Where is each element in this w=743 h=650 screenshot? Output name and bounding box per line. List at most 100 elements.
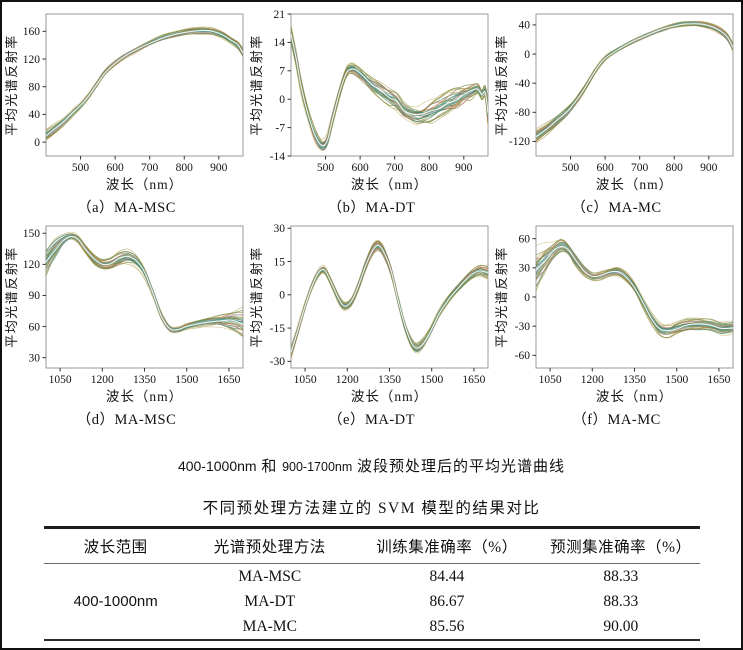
- chart-e-ma-dt: 1050 1200 1350 1500 1650 -30 -15 0 15 30 波长（nm） 平均光…: [249, 219, 494, 429]
- svg-text:-7: -7: [275, 122, 285, 134]
- svg-text:平均光谱反射率: 平均光谱反射率: [495, 34, 509, 136]
- cell-method: MA-MSC: [238, 567, 302, 585]
- svg-text:波长（nm）: 波长（nm）: [596, 389, 673, 404]
- chart-f-ma-mc: 1050 1200 1350 1500 1650 -60 -30 0 30 60 波长（nm） 平均光…: [494, 219, 739, 429]
- svg-text:-120: -120: [509, 136, 530, 148]
- svg-text:1350: 1350: [378, 374, 401, 386]
- table-row: MA-MC 85.56 90.00: [44, 614, 700, 640]
- svg-text:160: 160: [23, 26, 41, 38]
- svg-text:1650: 1650: [707, 374, 730, 386]
- figure-caption-text: 波段预处理后的平均光谱曲线: [352, 459, 566, 475]
- chart-a-ma-msc: 500 600 700 800 900 0 40 80 120 160 波长（nm） 平均光谱反射率 …: [4, 7, 249, 217]
- cell-train: 86.67: [429, 592, 465, 610]
- table-title: 不同预处理方法建立的 SVM 模型的结果对比: [202, 500, 541, 517]
- svg-text:700: 700: [386, 162, 404, 174]
- svg-text:1650: 1650: [462, 374, 485, 386]
- svg-text:1350: 1350: [623, 374, 646, 386]
- svg-text:30: 30: [29, 352, 41, 364]
- svg-text:500: 500: [72, 162, 90, 174]
- svg-text:40: 40: [519, 20, 531, 32]
- svg-text:0: 0: [279, 290, 285, 302]
- svg-text:30: 30: [274, 223, 286, 235]
- chart-d-caption: （d）MA-MSC: [76, 412, 177, 428]
- svg-text:80: 80: [29, 82, 41, 94]
- svg-text:60: 60: [29, 321, 41, 333]
- svg-text:1200: 1200: [91, 374, 114, 386]
- svg-text:波长（nm）: 波长（nm）: [596, 177, 673, 192]
- cell-train: 85.56: [429, 617, 465, 635]
- svg-text:0: 0: [524, 292, 530, 304]
- svg-text:平均光谱反射率: 平均光谱反射率: [5, 246, 19, 348]
- svg-text:平均光谱反射率: 平均光谱反射率: [495, 246, 509, 348]
- svg-text:14: 14: [274, 37, 286, 49]
- svg-text:波长（nm）: 波长（nm）: [351, 177, 428, 192]
- cell-method: MA-MC: [242, 617, 297, 635]
- svg-text:-80: -80: [515, 107, 531, 119]
- chart-f-caption: （f）MA-MC: [572, 412, 661, 428]
- cell-predict: 88.33: [603, 567, 639, 585]
- table-row: MA-DT 86.67 88.33: [44, 589, 700, 614]
- svg-text:7: 7: [279, 66, 285, 78]
- figure-caption-range1: 400-1000nm: [177, 458, 257, 474]
- svg-text:120: 120: [23, 54, 41, 66]
- table-row: 400-1000nm MA-MSC 84.44 88.33: [44, 564, 700, 611]
- svg-text:15: 15: [274, 256, 286, 268]
- chart-f-plot: 1050 1200 1350 1500 1650 -60 -30 0 30 60 波长（nm） 平均光…: [495, 225, 734, 404]
- svg-text:800: 800: [666, 162, 684, 174]
- header-predict-accuracy: 预测集准确率（%）: [550, 539, 692, 556]
- header-train-accuracy: 训练集准确率（%）: [376, 539, 518, 556]
- svg-text:21: 21: [274, 9, 286, 21]
- svg-text:0: 0: [34, 137, 40, 149]
- svg-text:600: 600: [596, 162, 614, 174]
- chart-a-plot: 500 600 700 800 900 0 40 80 120 160 波长（nm） 平均光谱反射率: [5, 13, 244, 192]
- cell-wavelength-range: 400-1000nm: [73, 593, 158, 610]
- svg-text:900: 900: [455, 162, 473, 174]
- svg-text:500: 500: [317, 162, 335, 174]
- svg-text:60: 60: [519, 233, 531, 245]
- chart-d-ma-msc: 1050 1200 1350 1500 1650 30 60 90 120 150 波长（nm） 平均…: [4, 219, 249, 429]
- svg-text:0: 0: [524, 49, 530, 61]
- svg-text:1500: 1500: [665, 374, 688, 386]
- svg-text:1050: 1050: [539, 374, 562, 386]
- svg-text:-40: -40: [515, 78, 531, 90]
- cell-predict: 90.00: [603, 617, 639, 635]
- figure-caption-range2: 900-1700nm: [282, 460, 353, 474]
- results-table: 波长范围 光谱预处理方法 训练集准确率（%） 预测集准确率（%） 400-100…: [43, 526, 700, 641]
- svg-text:0: 0: [279, 94, 285, 106]
- svg-text:600: 600: [106, 162, 124, 174]
- svg-text:1500: 1500: [175, 374, 198, 386]
- table-header-row: 波长范围 光谱预处理方法 训练集准确率（%） 预测集准确率（%）: [43, 528, 700, 564]
- svg-text:波长（nm）: 波长（nm）: [106, 177, 183, 192]
- cell-method: MA-DT: [244, 592, 296, 610]
- svg-text:1050: 1050: [294, 374, 317, 386]
- svg-text:700: 700: [631, 162, 649, 174]
- svg-text:30: 30: [519, 263, 531, 275]
- cell-train: 84.44: [429, 567, 465, 585]
- cell-predict: 88.33: [603, 592, 639, 610]
- svg-text:1350: 1350: [133, 374, 156, 386]
- chart-c-ma-mc: 500 600 700 800 900 -120 -80 -40 0 40 波长（nm） 平均光谱反射…: [494, 7, 739, 217]
- svg-text:-30: -30: [270, 356, 286, 368]
- charts-grid: 500 600 700 800 900 0 40 80 120 160 波长（nm） 平均光谱反射率 …: [2, 2, 741, 429]
- svg-text:500: 500: [562, 162, 580, 174]
- svg-text:平均光谱反射率: 平均光谱反射率: [250, 34, 264, 136]
- svg-text:1650: 1650: [217, 374, 240, 386]
- svg-text:90: 90: [29, 290, 41, 302]
- svg-text:-15: -15: [270, 323, 286, 335]
- svg-text:1500: 1500: [420, 374, 443, 386]
- svg-text:150: 150: [23, 228, 41, 240]
- svg-text:600: 600: [351, 162, 369, 174]
- svg-text:平均光谱反射率: 平均光谱反射率: [250, 246, 264, 348]
- svg-text:平均光谱反射率: 平均光谱反射率: [5, 34, 19, 136]
- svg-text:-14: -14: [270, 151, 286, 163]
- svg-text:1200: 1200: [581, 374, 604, 386]
- svg-text:-60: -60: [515, 350, 531, 362]
- chart-b-caption: （b）MA-DT: [327, 200, 416, 216]
- svg-text:120: 120: [23, 259, 41, 271]
- svg-text:1200: 1200: [336, 374, 359, 386]
- chart-c-caption: （c）MA-MC: [571, 200, 662, 216]
- chart-d-plot: 1050 1200 1350 1500 1650 30 60 90 120 150 波长（nm） 平均…: [5, 225, 244, 404]
- chart-c-plot: 500 600 700 800 900 -120 -80 -40 0 40 波长（nm） 平均光谱反射…: [495, 13, 734, 192]
- svg-text:波长（nm）: 波长（nm）: [106, 389, 183, 404]
